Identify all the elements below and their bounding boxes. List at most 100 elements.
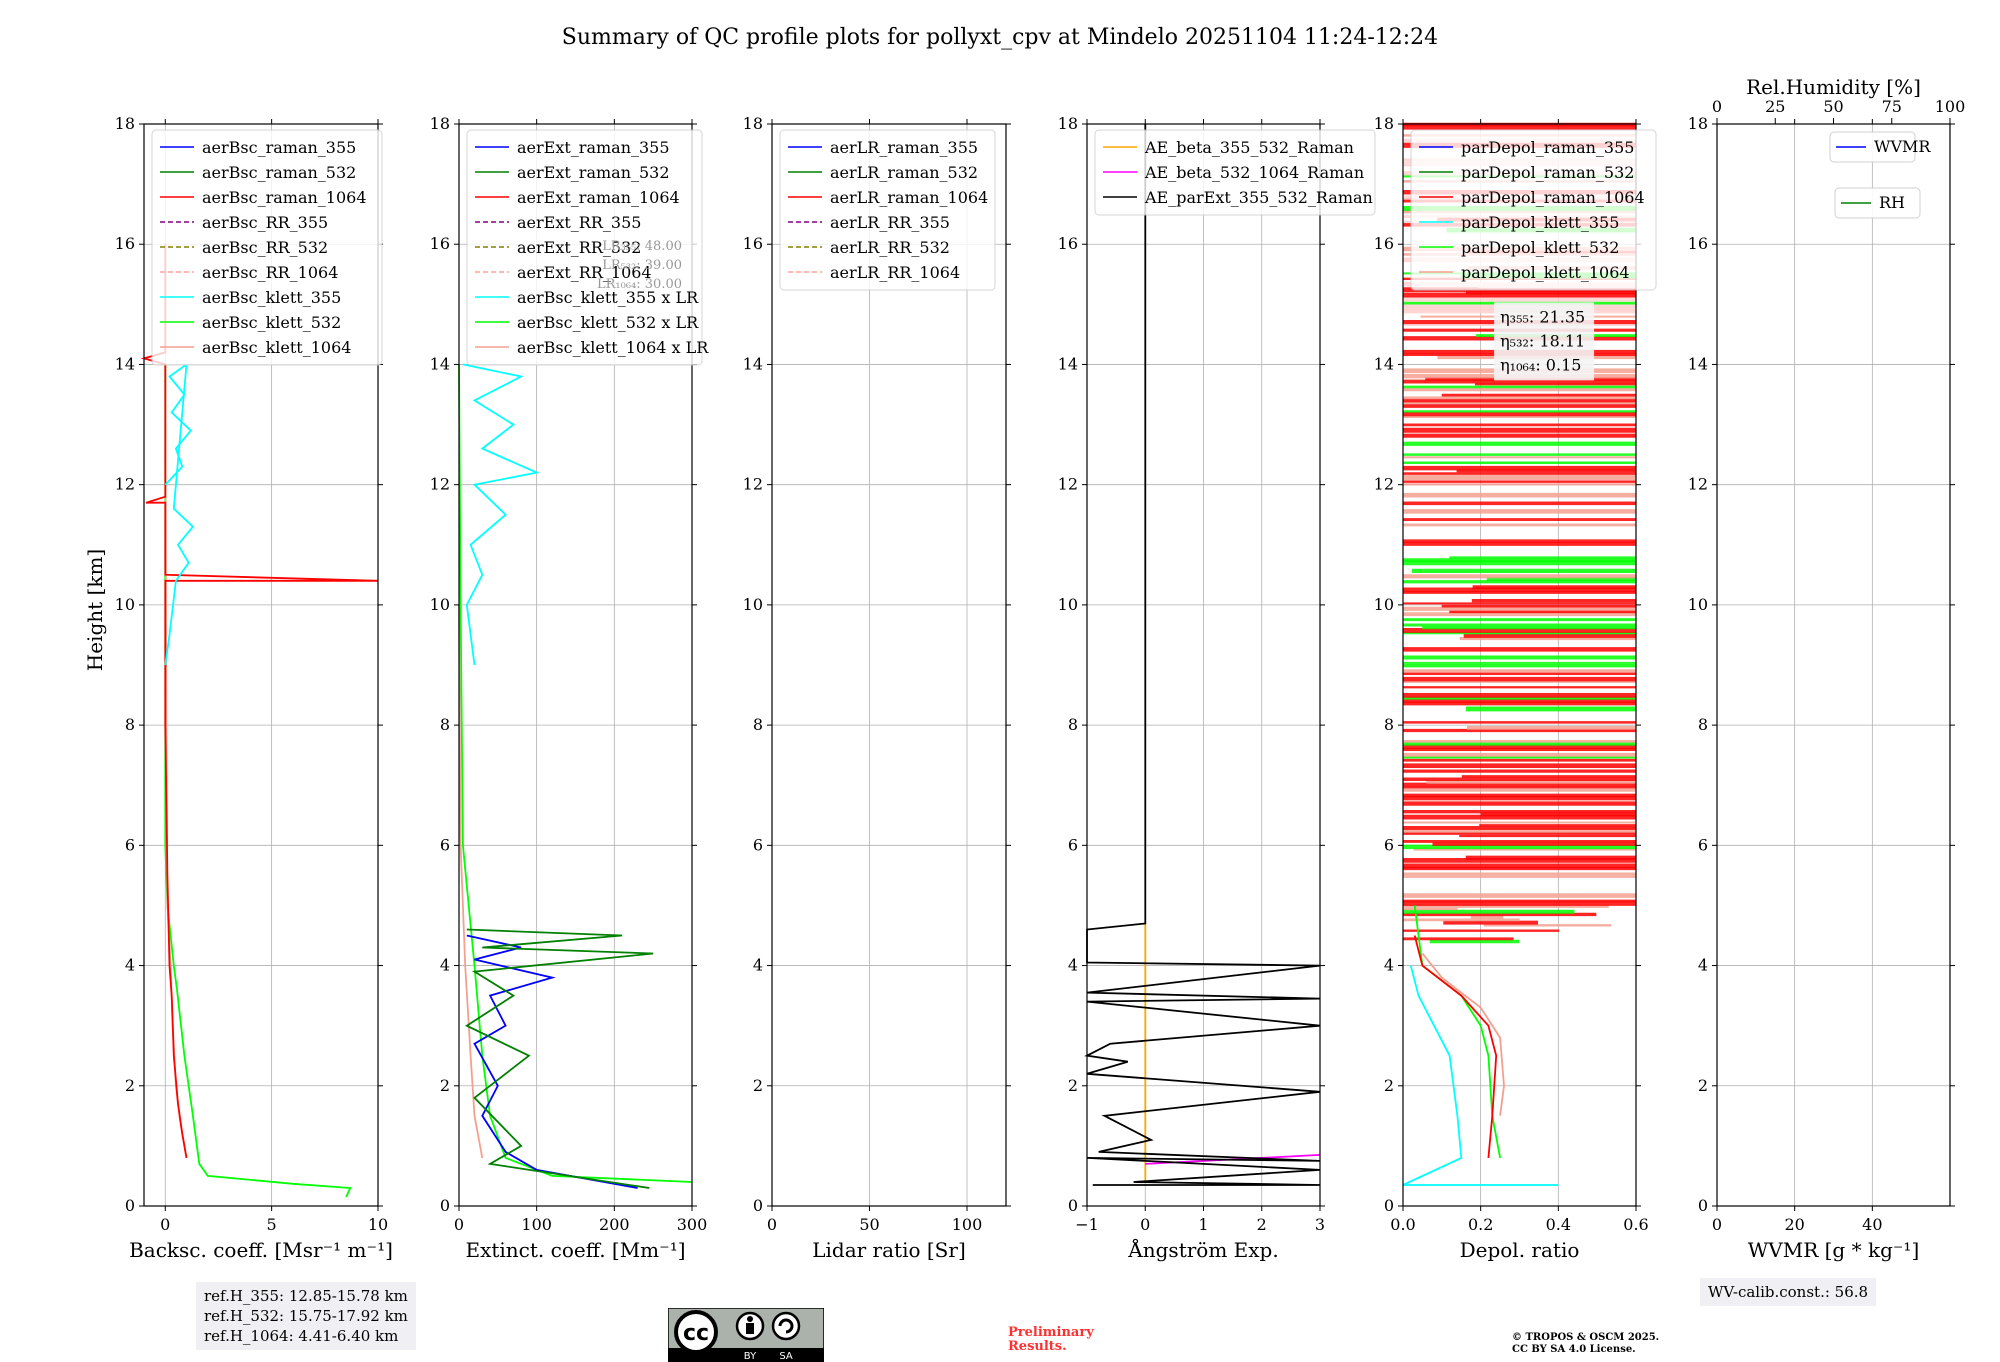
y-tick-label: 6	[440, 835, 450, 854]
legend: aerBsc_raman_355 aerBsc_raman_532 aerBsc_r…	[151, 129, 383, 366]
y-tick-label: 6	[753, 835, 763, 854]
cc-sa-label: SA	[779, 1351, 793, 1362]
series-line	[164, 364, 352, 1198]
y-tick-label: 4	[753, 956, 763, 975]
legend-label: aerBsc_klett_1064 x LR	[517, 338, 709, 357]
y-tick-label: 10	[115, 595, 135, 614]
x-axis-label: Lidar ratio [Sr]	[812, 1238, 966, 1262]
axes-frame	[1402, 123, 1637, 1207]
ref-height-1064: ref.H_1064: 4.41-6.40 km	[204, 1327, 399, 1345]
y-tick-label: 0	[1698, 1196, 1708, 1215]
y-tick-label: 14	[1058, 354, 1078, 373]
legend-box	[151, 129, 383, 366]
legend-label: parDepol_klett_355	[1461, 213, 1619, 232]
y-tick-label: 14	[430, 354, 450, 373]
x-tick-label: 0	[160, 1215, 170, 1234]
legend-label: aerBsc_raman_532	[202, 163, 356, 182]
legend: AE_beta_355_532_Raman AE_beta_532_1064_Ra…	[1094, 129, 1376, 216]
x-tick-label: 40	[1862, 1215, 1882, 1234]
y-tick-label: 18	[1058, 114, 1078, 133]
y-tick-label: 8	[1384, 715, 1394, 734]
figure-title: Summary of QC profile plots for pollyxt_…	[562, 25, 1438, 50]
y-tick-label: 0	[753, 1196, 763, 1215]
y-tick-label: 12	[115, 475, 135, 494]
y-tick-label: 8	[1068, 715, 1078, 734]
legend-label: aerBsc_RR_355	[202, 213, 328, 232]
y-tick-label: 18	[115, 114, 135, 133]
x-tick-label: 0.2	[1468, 1215, 1493, 1234]
legend: parDepol_raman_355 parDepol_raman_532 parD…	[1410, 129, 1657, 291]
cc-license-badge: cc BY SA	[668, 1308, 824, 1362]
legend-label: parDepol_raman_1064	[1461, 188, 1645, 207]
y-tick-label: 16	[1374, 234, 1394, 253]
eta-label: η₁₀₆₄: 0.15	[1500, 355, 1581, 374]
lr-annotation: LR₁₀₆₄: 30.00	[597, 277, 682, 292]
y-tick-label: 0	[1384, 1196, 1394, 1215]
y-tick-label: 8	[1698, 715, 1708, 734]
x-tick-label: 2	[1257, 1215, 1267, 1234]
legend-label: aerLR_RR_532	[830, 238, 950, 257]
axes-frame	[771, 123, 1007, 1207]
axes-frame	[458, 123, 693, 1207]
y-tick-label: 8	[125, 715, 135, 734]
top-x-tick-label: 100	[1935, 97, 1966, 116]
legend-label: parDepol_raman_532	[1461, 163, 1634, 182]
y-tick-label: 12	[1058, 475, 1078, 494]
x-tick-label: 0	[454, 1215, 464, 1234]
x-tick-label: 20	[1784, 1215, 1804, 1234]
x-tick-label: 3	[1315, 1215, 1325, 1234]
series-line	[140, 244, 379, 1159]
legend-box	[1829, 131, 1916, 163]
y-tick-label: 6	[125, 835, 135, 854]
y-tick-label: 14	[1374, 354, 1394, 373]
preliminary-line-1: Preliminary	[1008, 1325, 1094, 1340]
y-tick-label: 4	[125, 956, 135, 975]
legend: aerExt_raman_355 aerExt_raman_532 aerExt_r…	[466, 129, 709, 366]
y-tick-label: 10	[1058, 595, 1078, 614]
wv-calib-box: WV-calib.const.: 56.8	[1700, 1278, 1877, 1306]
panel-depolarization: 0 2 4 6 8 10 12 14 16 18 0.0 0.2 0.4 0.6 Depol. ratio p…	[1374, 114, 1657, 1262]
y-tick-label: 16	[430, 234, 450, 253]
copyright-line-2: CC BY SA 4.0 License.	[1512, 1344, 1636, 1355]
legend-label: parDepol_raman_355	[1461, 138, 1634, 157]
x-tick-label: 100	[521, 1215, 552, 1234]
y-axis-label: Height [km]	[83, 549, 107, 671]
y-tick-label: 4	[1068, 956, 1078, 975]
x-tick-label: 50	[859, 1215, 879, 1234]
y-tick-label: 14	[743, 354, 763, 373]
legend-label: aerBsc_raman_1064	[202, 188, 367, 207]
eta-label: η₅₃₂: 18.11	[1500, 331, 1585, 350]
copyright-line-1: © TROPOS & OSCM 2025.	[1512, 1332, 1660, 1343]
y-tick-label: 2	[440, 1076, 450, 1095]
y-tick-label: 2	[1384, 1076, 1394, 1095]
legend-label: AE_parExt_355_532_Raman	[1144, 188, 1373, 207]
x-tick-label: 0.0	[1390, 1215, 1415, 1234]
lr-annotation: LR₅₃₂: 39.00	[602, 258, 682, 273]
y-tick-label: 0	[1068, 1196, 1078, 1215]
y-tick-label: 2	[125, 1076, 135, 1095]
preliminary-note: Preliminary Results.	[1008, 1326, 1094, 1354]
y-tick-label: 4	[440, 956, 450, 975]
ref-height-532: ref.H_532: 15.75-17.92 km	[204, 1307, 408, 1325]
legend-label: aerExt_raman_355	[517, 138, 670, 157]
x-tick-label: 0	[1712, 1215, 1722, 1234]
series-line	[462, 363, 540, 666]
y-tick-label: 4	[1698, 956, 1708, 975]
y-tick-label: 6	[1068, 835, 1078, 854]
series-line	[1413, 935, 1498, 1158]
legend-label: aerLR_raman_1064	[830, 188, 988, 207]
eta-box	[1494, 302, 1595, 381]
legend-box	[779, 129, 996, 291]
legend-label: aerBsc_RR_532	[202, 238, 328, 257]
x-tick-label: 0	[1140, 1215, 1150, 1234]
y-tick-label: 6	[1384, 835, 1394, 854]
legend-label: aerLR_raman_532	[830, 163, 978, 182]
y-tick-label: 4	[1384, 956, 1394, 975]
legend-label: aerExt_RR_532	[517, 238, 641, 257]
y-tick-label: 2	[753, 1076, 763, 1095]
x-tick-label: 10	[368, 1215, 388, 1234]
legend-label: aerBsc_klett_355 x LR	[517, 288, 699, 307]
legend-label: parDepol_klett_1064	[1461, 263, 1630, 282]
x-axis-label: Extinct. coeff. [Mm⁻¹]	[465, 1238, 685, 1262]
